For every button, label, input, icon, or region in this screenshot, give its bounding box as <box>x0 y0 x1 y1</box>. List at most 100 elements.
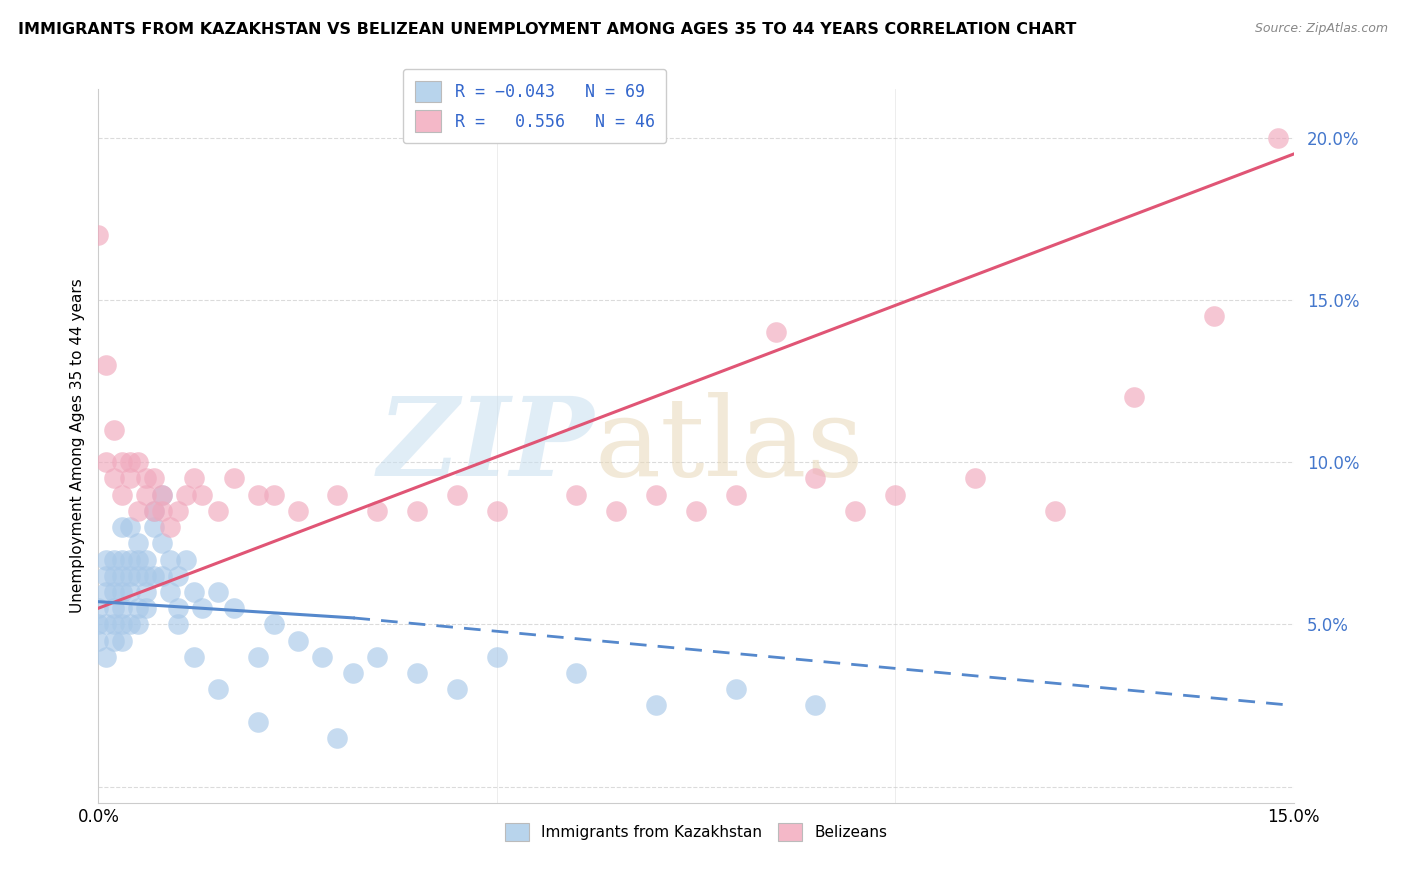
Point <box>406 504 429 518</box>
Point <box>167 568 190 582</box>
Point <box>127 617 149 632</box>
Text: Source: ZipAtlas.com: Source: ZipAtlas.com <box>1254 22 1388 36</box>
Point <box>263 617 285 632</box>
Point <box>150 504 173 518</box>
Y-axis label: Unemployment Among Ages 35 to 44 years: Unemployment Among Ages 35 to 44 years <box>69 278 84 614</box>
Point <box>111 455 134 469</box>
Point <box>96 649 118 664</box>
Point <box>191 601 214 615</box>
Point <box>183 471 205 485</box>
Point <box>645 488 668 502</box>
Point <box>135 585 157 599</box>
Point <box>485 504 508 518</box>
Point <box>884 488 907 502</box>
Point <box>96 358 118 372</box>
Point <box>127 455 149 469</box>
Point <box>96 455 118 469</box>
Point <box>366 504 388 518</box>
Point <box>143 568 166 582</box>
Point <box>111 520 134 534</box>
Point <box>96 617 118 632</box>
Point <box>406 666 429 681</box>
Point <box>135 471 157 485</box>
Point <box>150 488 173 502</box>
Point <box>103 471 125 485</box>
Point <box>804 471 827 485</box>
Point <box>103 568 125 582</box>
Point <box>111 488 134 502</box>
Point <box>150 536 173 550</box>
Point <box>246 649 269 664</box>
Point <box>207 585 229 599</box>
Point <box>111 552 134 566</box>
Point <box>103 585 125 599</box>
Point <box>120 568 142 582</box>
Point <box>103 601 125 615</box>
Point <box>120 520 142 534</box>
Point <box>103 423 125 437</box>
Point <box>111 585 134 599</box>
Point <box>103 552 125 566</box>
Point <box>96 552 118 566</box>
Point <box>342 666 364 681</box>
Point <box>804 698 827 713</box>
Point <box>311 649 333 664</box>
Point <box>159 585 181 599</box>
Point <box>191 488 214 502</box>
Point <box>724 488 747 502</box>
Point <box>246 714 269 729</box>
Point <box>167 601 190 615</box>
Point <box>103 617 125 632</box>
Point <box>1043 504 1066 518</box>
Point <box>326 731 349 745</box>
Point <box>87 601 110 615</box>
Point <box>159 552 181 566</box>
Point <box>963 471 986 485</box>
Text: IMMIGRANTS FROM KAZAKHSTAN VS BELIZEAN UNEMPLOYMENT AMONG AGES 35 TO 44 YEARS CO: IMMIGRANTS FROM KAZAKHSTAN VS BELIZEAN U… <box>18 22 1077 37</box>
Point <box>127 504 149 518</box>
Point <box>174 488 197 502</box>
Point <box>222 471 245 485</box>
Point <box>1123 390 1146 404</box>
Point <box>1267 131 1289 145</box>
Point <box>143 520 166 534</box>
Point <box>120 455 142 469</box>
Point <box>135 552 157 566</box>
Point <box>222 601 245 615</box>
Point <box>263 488 285 502</box>
Point <box>565 488 588 502</box>
Point <box>120 471 142 485</box>
Point <box>135 568 157 582</box>
Point <box>103 633 125 648</box>
Text: ZIP: ZIP <box>378 392 595 500</box>
Point <box>87 617 110 632</box>
Point <box>287 504 309 518</box>
Point <box>167 617 190 632</box>
Point <box>485 649 508 664</box>
Point <box>565 666 588 681</box>
Point <box>135 488 157 502</box>
Point <box>120 617 142 632</box>
Text: atlas: atlas <box>595 392 865 500</box>
Point <box>127 568 149 582</box>
Legend: Immigrants from Kazakhstan, Belizeans: Immigrants from Kazakhstan, Belizeans <box>498 816 894 848</box>
Point <box>174 552 197 566</box>
Point <box>120 552 142 566</box>
Point <box>159 520 181 534</box>
Point <box>87 228 110 243</box>
Point <box>605 504 627 518</box>
Point <box>207 504 229 518</box>
Point <box>287 633 309 648</box>
Point <box>143 504 166 518</box>
Point <box>111 601 134 615</box>
Point <box>765 326 787 340</box>
Point <box>96 585 118 599</box>
Point <box>150 568 173 582</box>
Point <box>167 504 190 518</box>
Point <box>87 633 110 648</box>
Point <box>724 682 747 697</box>
Point <box>135 601 157 615</box>
Point <box>366 649 388 664</box>
Point <box>183 649 205 664</box>
Point <box>111 568 134 582</box>
